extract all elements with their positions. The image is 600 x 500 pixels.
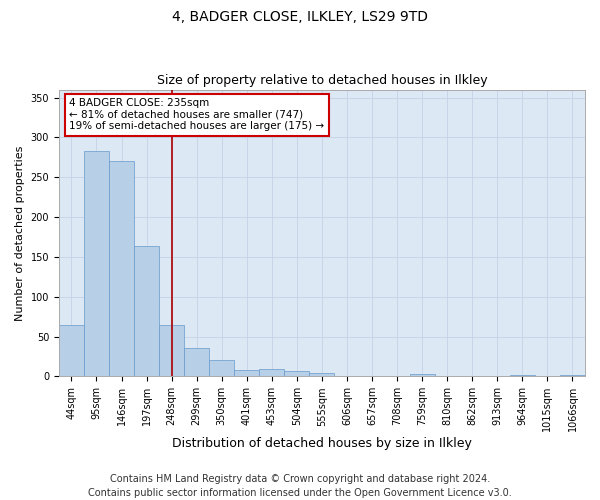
Bar	[259, 369, 284, 376]
Bar	[84, 151, 109, 376]
Bar	[209, 360, 234, 376]
Bar	[134, 246, 159, 376]
Bar	[159, 324, 184, 376]
Bar	[234, 370, 259, 376]
Bar	[284, 371, 310, 376]
Title: Size of property relative to detached houses in Ilkley: Size of property relative to detached ho…	[157, 74, 487, 87]
X-axis label: Distribution of detached houses by size in Ilkley: Distribution of detached houses by size …	[172, 437, 472, 450]
Bar	[410, 374, 434, 376]
Bar	[109, 162, 134, 376]
Bar	[310, 373, 334, 376]
Text: Contains HM Land Registry data © Crown copyright and database right 2024.
Contai: Contains HM Land Registry data © Crown c…	[88, 474, 512, 498]
Bar	[184, 348, 209, 376]
Text: 4 BADGER CLOSE: 235sqm
← 81% of detached houses are smaller (747)
19% of semi-de: 4 BADGER CLOSE: 235sqm ← 81% of detached…	[70, 98, 325, 132]
Bar	[510, 375, 535, 376]
Y-axis label: Number of detached properties: Number of detached properties	[15, 146, 25, 320]
Bar	[59, 324, 84, 376]
Bar	[560, 375, 585, 376]
Text: 4, BADGER CLOSE, ILKLEY, LS29 9TD: 4, BADGER CLOSE, ILKLEY, LS29 9TD	[172, 10, 428, 24]
